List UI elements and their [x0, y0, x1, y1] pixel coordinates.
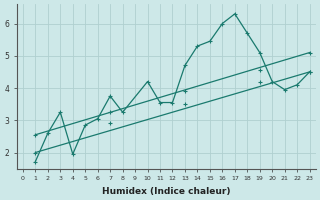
X-axis label: Humidex (Indice chaleur): Humidex (Indice chaleur) — [102, 187, 230, 196]
